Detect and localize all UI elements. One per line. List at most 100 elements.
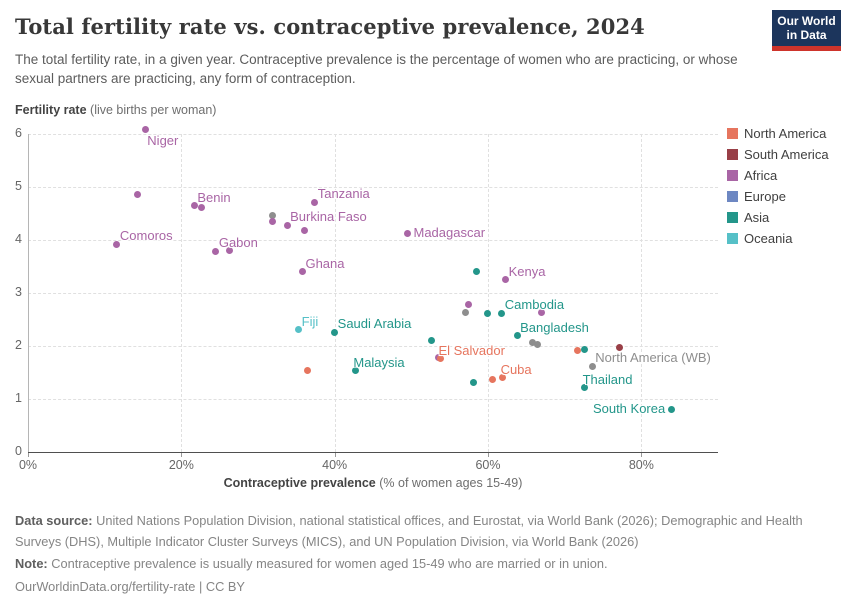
data-point[interactable] bbox=[226, 246, 234, 254]
y-tick-label: 5 bbox=[15, 179, 22, 193]
x-axis-title-units: (% of women ages 15-49) bbox=[375, 476, 523, 490]
data-point[interactable] bbox=[197, 204, 205, 212]
data-point-label: Bangladesh bbox=[520, 319, 589, 335]
data-point[interactable] bbox=[489, 376, 497, 384]
data-point[interactable] bbox=[427, 336, 435, 344]
data-point-label: Cambodia bbox=[504, 297, 565, 313]
x-axis-tick bbox=[641, 453, 643, 457]
data-point-cambodia[interactable] bbox=[498, 309, 506, 317]
legend-item-south-america[interactable]: South America bbox=[727, 147, 829, 162]
legend-swatch bbox=[727, 128, 738, 139]
data-point-malaysia[interactable] bbox=[351, 367, 359, 375]
owid-logo[interactable]: Our World in Data bbox=[772, 10, 841, 51]
data-point-north-america-wb[interactable] bbox=[588, 362, 596, 370]
data-point-cuba[interactable] bbox=[499, 374, 507, 382]
data-point-label: Fiji bbox=[301, 313, 319, 329]
data-point[interactable] bbox=[461, 309, 469, 317]
data-point-label: Burkina Faso bbox=[290, 209, 367, 225]
data-point-benin[interactable] bbox=[190, 202, 198, 210]
legend-swatch bbox=[727, 170, 738, 181]
y-tick-label: 6 bbox=[15, 126, 22, 140]
data-point[interactable] bbox=[464, 300, 472, 308]
data-source-line: Data source: United Nations Population D… bbox=[15, 511, 839, 552]
v-gridline bbox=[181, 134, 183, 452]
data-point-burkina-faso[interactable] bbox=[283, 221, 291, 229]
data-point-el-salvador[interactable] bbox=[436, 355, 444, 363]
legend-item-north-america[interactable]: North America bbox=[727, 126, 829, 141]
citation-link[interactable]: OurWorldinData.org/fertility-rate | CC B… bbox=[15, 578, 245, 594]
data-point[interactable] bbox=[301, 227, 309, 235]
x-axis-title-bold: Contraceptive prevalence bbox=[223, 476, 376, 490]
x-axis-tick bbox=[181, 453, 183, 457]
x-tick-label: 80% bbox=[628, 458, 654, 472]
data-point-label: Kenya bbox=[508, 263, 546, 279]
note-text: Contraceptive prevalence is usually meas… bbox=[47, 556, 608, 571]
data-point-label: Gabon bbox=[218, 235, 258, 251]
data-point-comoros[interactable] bbox=[113, 240, 121, 248]
data-point-madagascar[interactable] bbox=[404, 229, 411, 237]
x-tick-label: 40% bbox=[322, 458, 348, 472]
data-point-label: Tanzania bbox=[317, 186, 370, 202]
v-gridline bbox=[334, 134, 336, 452]
v-gridline bbox=[641, 134, 643, 452]
data-point[interactable] bbox=[269, 218, 277, 226]
legend-label: Asia bbox=[744, 210, 770, 225]
data-point-label: North America (WB) bbox=[595, 350, 711, 366]
x-axis-tick bbox=[334, 453, 336, 457]
data-source-text: United Nations Population Division, nati… bbox=[15, 513, 803, 549]
data-point-niger[interactable] bbox=[141, 126, 149, 134]
logo-line2: in Data bbox=[786, 28, 827, 42]
data-point[interactable] bbox=[581, 345, 589, 353]
legend: North America South America Africa Europe As… bbox=[727, 126, 829, 246]
page-title: Total fertility rate vs. contraceptive p… bbox=[15, 14, 645, 39]
y-tick-label: 1 bbox=[15, 391, 22, 405]
data-point-gabon[interactable] bbox=[212, 247, 220, 255]
data-point[interactable] bbox=[134, 190, 142, 198]
data-point[interactable] bbox=[469, 379, 477, 387]
legend-swatch bbox=[727, 212, 738, 223]
x-axis-tick bbox=[488, 453, 489, 457]
h-gridline bbox=[28, 187, 718, 188]
x-tick-label: 60% bbox=[475, 458, 501, 472]
data-point[interactable] bbox=[533, 341, 541, 349]
legend-item-asia[interactable]: Asia bbox=[727, 210, 829, 225]
legend-label: Europe bbox=[744, 189, 786, 204]
x-axis-line bbox=[28, 452, 718, 453]
data-point-thailand[interactable] bbox=[581, 384, 589, 392]
data-point-kenya[interactable] bbox=[502, 276, 510, 284]
data-point[interactable] bbox=[269, 212, 277, 220]
v-gridline bbox=[488, 134, 489, 452]
data-point-label: Comoros bbox=[119, 228, 173, 244]
data-point[interactable] bbox=[528, 339, 536, 347]
data-point-tanzania[interactable] bbox=[311, 198, 319, 206]
note-line: Note: Contraceptive prevalence is usuall… bbox=[15, 554, 839, 575]
data-point[interactable] bbox=[538, 308, 546, 316]
legend-swatch bbox=[727, 233, 738, 244]
data-point[interactable] bbox=[473, 268, 480, 276]
data-point[interactable] bbox=[574, 347, 582, 355]
data-point[interactable] bbox=[616, 344, 624, 352]
legend-swatch bbox=[727, 149, 738, 160]
legend-item-africa[interactable]: Africa bbox=[727, 168, 829, 183]
data-point-label: Ghana bbox=[305, 255, 345, 271]
data-point-ghana[interactable] bbox=[298, 268, 306, 276]
data-source-label: Data source: bbox=[15, 513, 93, 528]
data-point-fiji[interactable] bbox=[295, 326, 303, 334]
data-point-label: Thailand bbox=[582, 371, 633, 387]
note-label: Note: bbox=[15, 556, 48, 571]
h-gridline bbox=[28, 399, 718, 400]
y-axis-title-bold: Fertility rate bbox=[15, 103, 87, 117]
legend-item-oceania[interactable]: Oceania bbox=[727, 231, 829, 246]
data-point[interactable] bbox=[483, 309, 491, 317]
legend-item-europe[interactable]: Europe bbox=[727, 189, 829, 204]
data-point-label: El Salvador bbox=[438, 342, 505, 358]
y-tick-label: 0 bbox=[15, 444, 22, 458]
logo-line1: Our World bbox=[777, 14, 836, 28]
data-point-south-korea[interactable] bbox=[667, 405, 675, 413]
data-point-bangladesh[interactable] bbox=[513, 332, 521, 340]
data-point[interactable] bbox=[304, 367, 312, 375]
data-point-label: Malaysia bbox=[353, 354, 405, 370]
data-point-saudi-arabia[interactable] bbox=[331, 328, 339, 336]
x-axis-tick bbox=[28, 453, 29, 457]
